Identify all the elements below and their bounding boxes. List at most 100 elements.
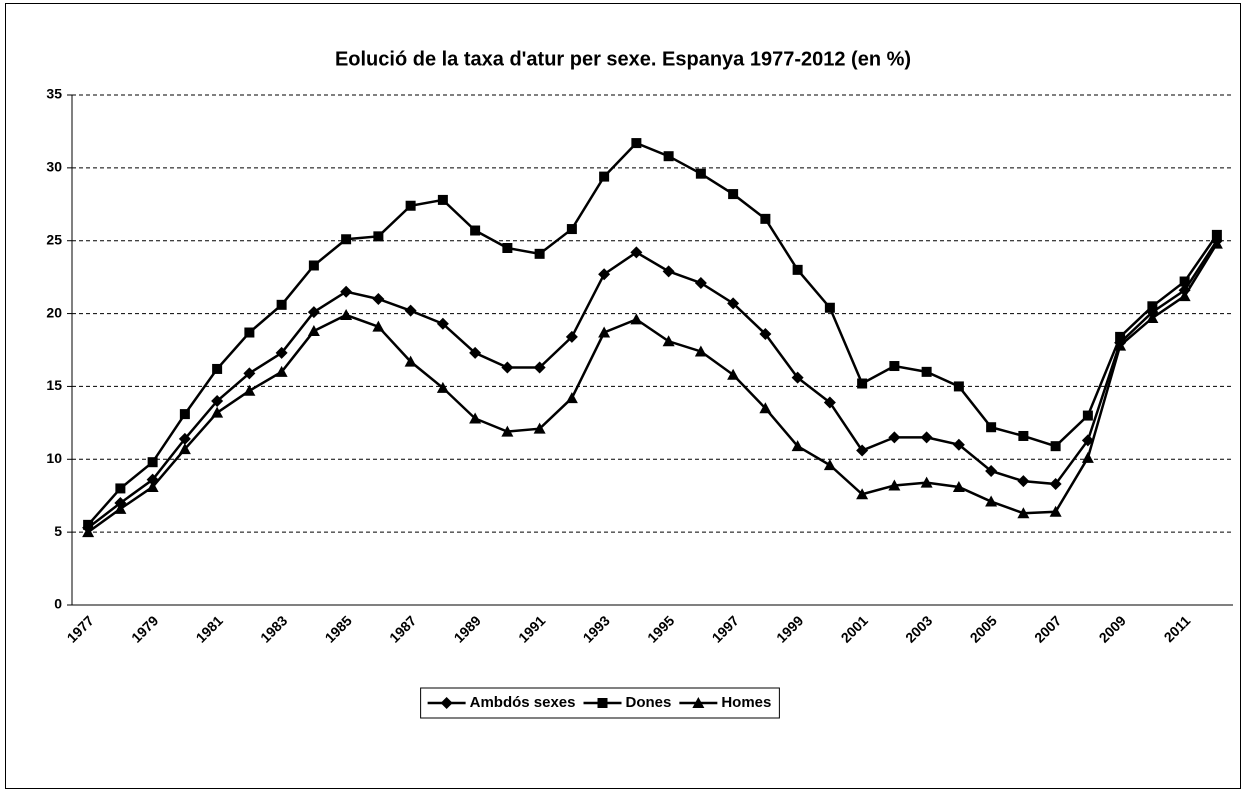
- marker: [1081, 451, 1094, 463]
- marker: [1082, 410, 1093, 421]
- marker: [630, 313, 643, 325]
- legend-label: Dones: [626, 694, 672, 711]
- marker: [147, 457, 158, 468]
- y-tick-label: 35: [46, 86, 62, 102]
- marker: [501, 425, 514, 437]
- marker: [921, 366, 932, 377]
- chart-title: Eolució de la taxa d'atur per sexe. Espa…: [335, 48, 911, 70]
- marker: [340, 309, 353, 321]
- marker: [889, 361, 900, 372]
- marker: [920, 476, 933, 488]
- marker: [1146, 311, 1159, 323]
- marker: [888, 479, 901, 491]
- marker: [404, 355, 417, 367]
- marker: [953, 381, 964, 392]
- marker: [276, 299, 287, 310]
- marker: [212, 363, 223, 374]
- marker: [436, 317, 449, 330]
- marker: [211, 406, 224, 418]
- marker: [405, 200, 416, 211]
- marker: [244, 327, 255, 338]
- marker: [692, 697, 705, 708]
- y-tick-label: 5: [54, 523, 62, 539]
- marker: [469, 346, 482, 359]
- marker: [630, 246, 643, 259]
- marker: [694, 345, 707, 357]
- marker: [695, 168, 706, 179]
- marker: [373, 231, 384, 242]
- marker: [1049, 505, 1062, 517]
- y-tick-label: 30: [46, 159, 62, 175]
- marker: [308, 260, 319, 271]
- marker: [275, 365, 288, 377]
- legend-item: Dones: [583, 694, 672, 711]
- legend: Ambdós sexes Dones Homes: [420, 687, 780, 719]
- marker: [952, 480, 965, 492]
- y-tick-label: 10: [46, 450, 62, 466]
- marker: [694, 276, 707, 289]
- marker: [502, 243, 513, 253]
- marker: [440, 697, 453, 709]
- legend-label: Homes: [721, 694, 771, 711]
- marker: [1017, 507, 1030, 519]
- marker: [663, 151, 674, 162]
- marker: [791, 440, 804, 452]
- marker: [501, 361, 514, 374]
- marker: [372, 293, 385, 305]
- marker: [470, 225, 481, 236]
- marker: [759, 327, 772, 340]
- marker: [631, 138, 642, 149]
- marker: [565, 330, 578, 343]
- marker: [1179, 276, 1190, 287]
- marker: [275, 346, 288, 359]
- marker: [83, 519, 94, 530]
- marker: [565, 392, 578, 404]
- marker: [82, 526, 95, 538]
- marker: [404, 304, 417, 317]
- marker: [599, 171, 610, 182]
- marker: [1114, 339, 1127, 351]
- marker: [1211, 229, 1222, 240]
- marker: [598, 326, 611, 338]
- marker: [792, 264, 803, 275]
- marker: [534, 248, 545, 259]
- marker: [824, 302, 835, 313]
- marker: [598, 268, 611, 281]
- marker: [1210, 237, 1223, 249]
- marker: [115, 483, 126, 494]
- y-tick-label: 0: [54, 596, 62, 612]
- y-tick-label: 25: [46, 231, 62, 247]
- legend-label: Ambdós sexes: [470, 694, 576, 711]
- marker: [662, 335, 675, 347]
- marker: [823, 396, 836, 409]
- series-line: [87, 242, 1218, 534]
- y-tick-label: 15: [46, 377, 62, 393]
- marker: [1050, 441, 1061, 452]
- marker: [341, 234, 352, 245]
- marker: [727, 297, 740, 310]
- legend-item: Homes: [679, 694, 771, 711]
- marker: [179, 409, 190, 420]
- y-tick-label: 20: [46, 304, 62, 320]
- marker: [533, 422, 546, 434]
- marker: [1018, 430, 1029, 441]
- marker: [243, 367, 256, 380]
- marker: [1017, 475, 1030, 488]
- marker: [597, 698, 608, 708]
- marker: [566, 224, 577, 235]
- marker: [178, 443, 191, 455]
- marker: [823, 459, 836, 471]
- marker: [372, 320, 385, 332]
- marker: [178, 432, 191, 445]
- marker: [437, 194, 448, 205]
- marker: [952, 438, 965, 451]
- legend-item: Ambdós sexes: [427, 694, 576, 711]
- marker: [920, 431, 933, 444]
- marker: [727, 368, 740, 380]
- marker: [985, 495, 998, 507]
- marker: [760, 213, 771, 224]
- marker: [856, 444, 869, 457]
- marker: [307, 306, 320, 319]
- marker: [986, 422, 997, 433]
